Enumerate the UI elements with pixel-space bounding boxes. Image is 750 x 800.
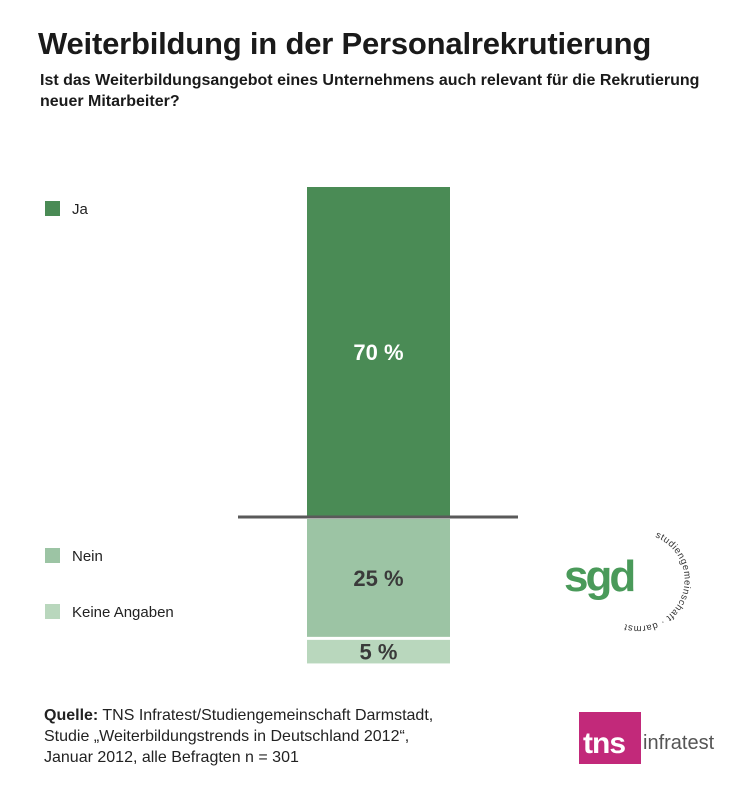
bar-label-keine-angaben: 5 % (360, 640, 398, 665)
legend-swatch-nein (45, 548, 60, 563)
bar-segment-ja (307, 187, 450, 517)
source-label: Quelle: (44, 707, 99, 724)
legend-label-keine-angaben: Keine Angaben (72, 604, 174, 621)
legend-label-ja: Ja (72, 201, 89, 218)
sgd-mark: sgd (564, 552, 633, 601)
source-line-1: TNS Infratest/Studiengemeinschaft Darmst… (102, 707, 434, 724)
bar-segment-nein (307, 519, 450, 637)
bar-segment-keine-angaben (307, 639, 450, 664)
tns-infratest-logo: tns infratest (579, 712, 715, 764)
source-note: Quelle: TNS Infratest/Studiengemeinschaf… (44, 705, 514, 768)
chart-subtitle: Ist das Weiterbildungsangebot eines Unte… (40, 72, 700, 110)
legend-swatch-keine-angaben (45, 604, 60, 619)
chart-title: Weiterbildung in der Personalrekrutierun… (38, 26, 652, 61)
legend-label-nein: Nein (72, 548, 103, 565)
bar-label-nein: 25 % (353, 566, 403, 591)
bar-label-ja: 70 % (353, 340, 403, 365)
tns-mark: tns (583, 727, 625, 760)
tns-infratest-text: infratest (643, 732, 715, 754)
source-line-3: Januar 2012, alle Befragten n = 301 (44, 749, 299, 766)
legend-swatch-ja (45, 201, 60, 216)
sgd-logo: studiengemeinschaft · darmstadt sgd (560, 525, 692, 634)
tns-magenta-block (579, 712, 641, 764)
source-line-2: Studie „Weiterbildungstrends in Deutschl… (44, 728, 410, 745)
